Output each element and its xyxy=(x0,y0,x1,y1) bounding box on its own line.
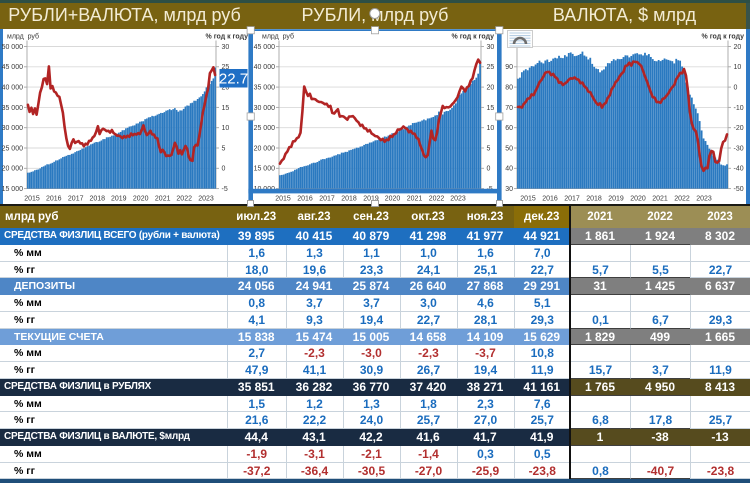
svg-text:-5: -5 xyxy=(222,186,228,193)
svg-text:22.7: 22.7 xyxy=(219,71,248,88)
svg-text:2018: 2018 xyxy=(90,196,106,203)
svg-text:2023: 2023 xyxy=(198,196,214,203)
svg-text:30 000: 30 000 xyxy=(254,105,276,112)
svg-text:15 000: 15 000 xyxy=(254,166,276,173)
svg-text:2023: 2023 xyxy=(450,196,466,203)
svg-text:45 000: 45 000 xyxy=(2,64,24,71)
svg-text:5: 5 xyxy=(487,145,491,152)
svg-text:50 000: 50 000 xyxy=(2,44,24,51)
svg-text:-40: -40 xyxy=(734,166,744,173)
svg-text:-10: -10 xyxy=(734,105,744,112)
svg-text:млрд руб: млрд руб xyxy=(7,33,39,41)
svg-text:2016: 2016 xyxy=(542,196,558,203)
svg-text:2017: 2017 xyxy=(319,196,335,203)
svg-text:40 000: 40 000 xyxy=(2,85,24,92)
svg-text:20: 20 xyxy=(487,85,495,92)
svg-text:60: 60 xyxy=(505,125,513,132)
svg-text:2015: 2015 xyxy=(24,196,40,203)
svg-text:2022: 2022 xyxy=(429,196,445,203)
svg-text:30 000: 30 000 xyxy=(2,125,24,132)
svg-text:25 000: 25 000 xyxy=(254,125,276,132)
svg-text:5: 5 xyxy=(222,145,226,152)
svg-text:% год к году: % год к году xyxy=(452,34,495,41)
svg-text:30: 30 xyxy=(505,186,513,193)
svg-text:2022: 2022 xyxy=(176,196,192,203)
svg-text:млрд руб: млрд руб xyxy=(262,33,294,41)
svg-text:-50: -50 xyxy=(734,186,744,193)
svg-text:10: 10 xyxy=(487,125,495,132)
svg-text:2017: 2017 xyxy=(564,196,580,203)
svg-text:15: 15 xyxy=(222,105,230,112)
svg-text:10: 10 xyxy=(222,125,230,132)
svg-text:40 000: 40 000 xyxy=(254,64,276,71)
svg-text:2015: 2015 xyxy=(275,196,291,203)
svg-text:30: 30 xyxy=(222,44,230,51)
svg-text:90: 90 xyxy=(505,64,513,71)
svg-text:20 000: 20 000 xyxy=(2,166,24,173)
svg-text:10: 10 xyxy=(734,64,742,71)
svg-text:40: 40 xyxy=(505,166,513,173)
svg-text:2016: 2016 xyxy=(46,196,62,203)
svg-text:% год к году: % год к году xyxy=(702,34,745,41)
svg-text:25: 25 xyxy=(222,64,230,71)
svg-text:25: 25 xyxy=(487,64,495,71)
svg-text:35 000: 35 000 xyxy=(2,105,24,112)
svg-text:-30: -30 xyxy=(734,145,744,152)
svg-text:20: 20 xyxy=(222,85,230,92)
svg-text:2020: 2020 xyxy=(630,196,646,203)
svg-text:50: 50 xyxy=(505,145,513,152)
svg-text:-20: -20 xyxy=(734,125,744,132)
svg-text:2022: 2022 xyxy=(674,196,690,203)
svg-text:45 000: 45 000 xyxy=(254,44,276,51)
svg-text:20: 20 xyxy=(734,44,742,51)
svg-text:2017: 2017 xyxy=(68,196,84,203)
svg-text:2020: 2020 xyxy=(133,196,149,203)
svg-text:2018: 2018 xyxy=(586,196,602,203)
svg-text:80: 80 xyxy=(505,85,513,92)
svg-text:15 000: 15 000 xyxy=(2,186,24,193)
svg-text:30: 30 xyxy=(487,44,495,51)
svg-text:2020: 2020 xyxy=(385,196,401,203)
svg-text:25 000: 25 000 xyxy=(2,145,24,152)
svg-text:2018: 2018 xyxy=(341,196,357,203)
svg-text:2023: 2023 xyxy=(696,196,712,203)
svg-text:2019: 2019 xyxy=(363,196,379,203)
svg-text:2019: 2019 xyxy=(608,196,624,203)
svg-text:2021: 2021 xyxy=(155,196,171,203)
svg-text:0: 0 xyxy=(734,85,738,92)
svg-text:20 000: 20 000 xyxy=(254,145,276,152)
svg-text:15: 15 xyxy=(487,105,495,112)
svg-text:% год к году: % год к году xyxy=(206,34,249,41)
svg-text:70: 70 xyxy=(505,105,513,112)
svg-text:2019: 2019 xyxy=(111,196,127,203)
svg-text:2016: 2016 xyxy=(297,196,313,203)
svg-text:35 000: 35 000 xyxy=(254,85,276,92)
svg-text:0: 0 xyxy=(222,166,226,173)
svg-text:2015: 2015 xyxy=(520,196,536,203)
svg-text:2021: 2021 xyxy=(407,196,423,203)
svg-text:2021: 2021 xyxy=(652,196,668,203)
svg-text:0: 0 xyxy=(487,166,491,173)
